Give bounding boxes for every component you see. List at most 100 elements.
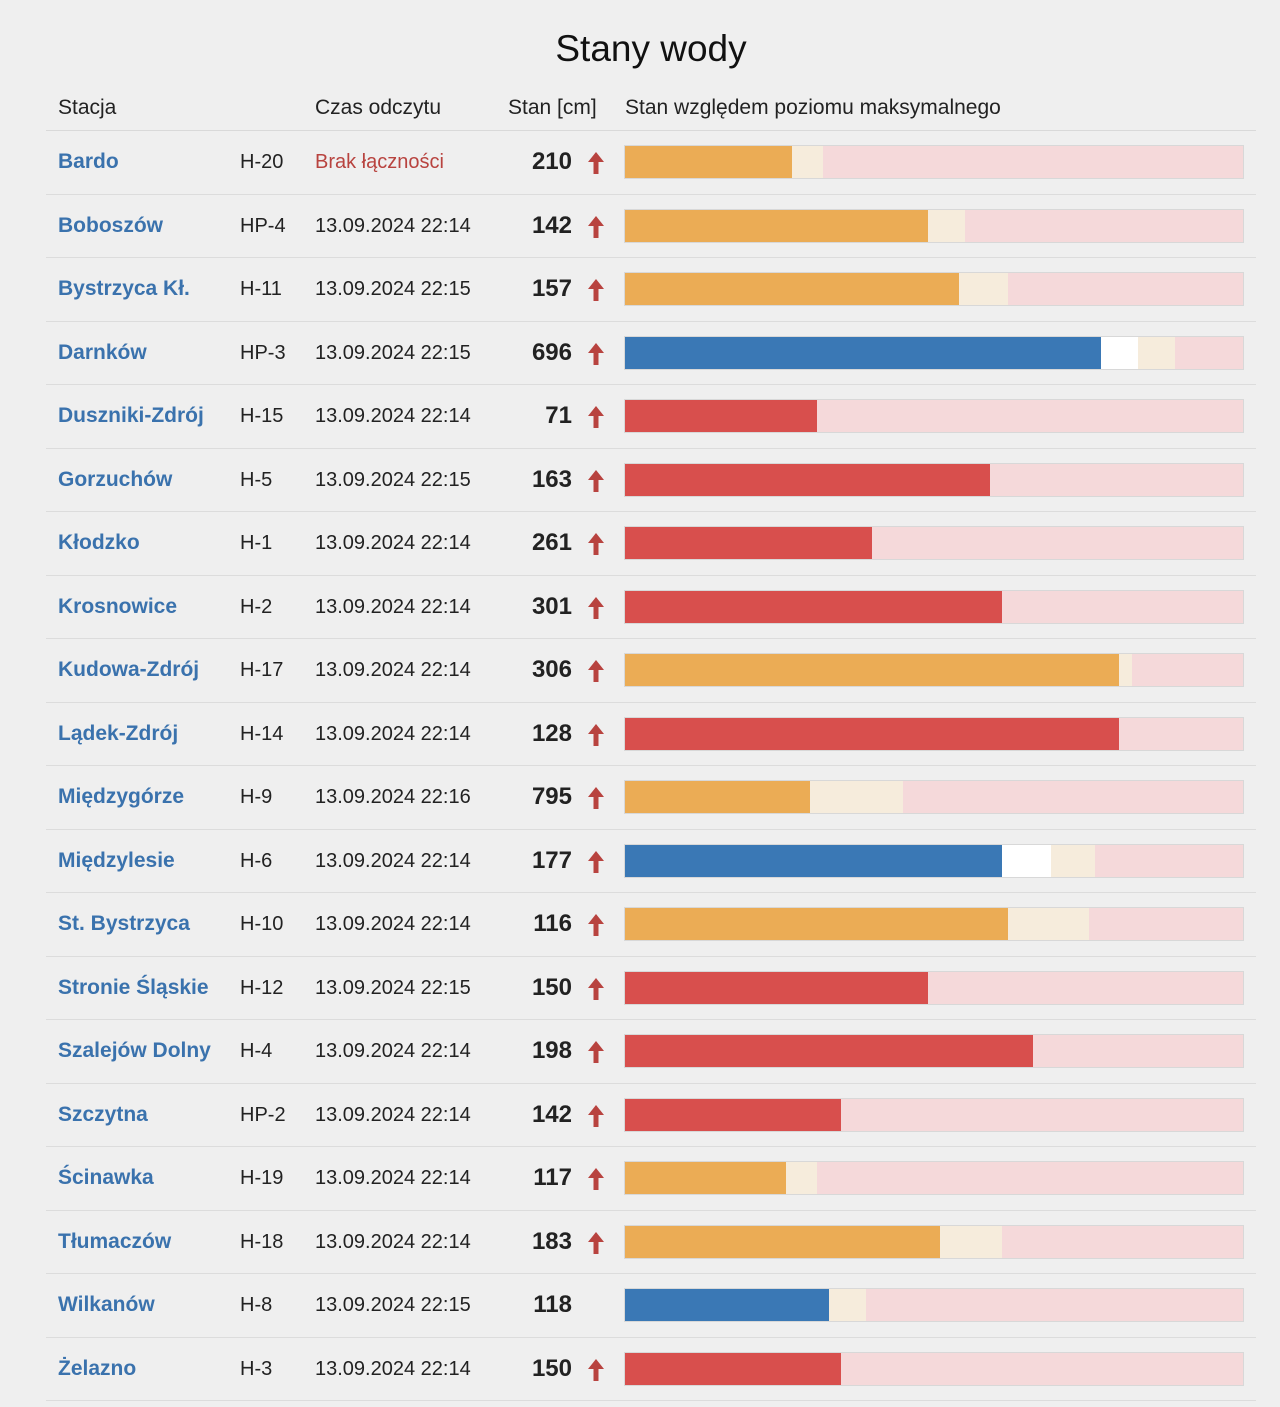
station-code: H-14	[240, 722, 284, 745]
station-link[interactable]: Międzygórze	[58, 785, 185, 808]
station-code: H-9	[240, 786, 273, 808]
header-bar: Stan względem poziomu maksymalnego	[625, 96, 1001, 119]
station-link[interactable]: Szczytna	[58, 1102, 148, 1126]
station-code: H-6	[240, 849, 273, 872]
level-bar-fill	[625, 971, 928, 1004]
rising-arrow-icon	[588, 723, 604, 746]
rising-arrow-icon	[588, 850, 604, 873]
level-bar	[624, 1161, 1244, 1195]
level-bar	[624, 1224, 1244, 1259]
rising-arrow-icon	[588, 152, 604, 174]
level-bar-fill	[625, 1162, 786, 1194]
reading-time: 13.09.2024 22:14	[315, 1357, 471, 1380]
level-bar-fill	[625, 908, 1009, 940]
station-link[interactable]: Wilkanów	[58, 1293, 155, 1316]
rising-arrow-icon	[588, 596, 604, 619]
station-link[interactable]: Lądek-Zdrój	[58, 721, 179, 745]
rising-arrow-icon	[588, 279, 604, 301]
water-levels-table: Stacja Czas odczytu Stan [cm] Stan wzglę…	[46, 84, 1256, 1401]
water-level-value: 116	[533, 910, 572, 937]
station-code: H-4	[240, 1040, 273, 1062]
rising-arrow-icon	[588, 342, 604, 365]
station-link[interactable]: Gorzuchów	[58, 467, 173, 491]
table-row: Krosnowice H-2 13.09.2024 22:14 301	[46, 576, 1256, 639]
station-link[interactable]: Tłumaczów	[58, 1229, 172, 1253]
rising-arrow-icon	[588, 977, 604, 1000]
table-row: Międzylesie H-6 13.09.2024 22:14 177	[46, 830, 1256, 893]
table-row: Szalejów Dolny H-4 13.09.2024 22:14 198	[46, 1020, 1256, 1084]
station-code: H-8	[240, 1294, 273, 1316]
station-link[interactable]: St. Bystrzyca	[58, 912, 190, 935]
station-link[interactable]: Kłodzko	[58, 531, 140, 554]
level-bar	[624, 843, 1244, 878]
station-link[interactable]: Kudowa-Zdrój	[58, 658, 200, 681]
level-bar-fill	[625, 590, 1002, 623]
water-level-value: 301	[531, 592, 572, 620]
station-code: HP-3	[240, 341, 286, 364]
level-bar	[624, 399, 1244, 433]
water-level-value: 157	[531, 275, 572, 302]
water-level-value: 177	[531, 846, 572, 874]
level-bar-fill	[625, 146, 792, 178]
water-level-value: 306	[531, 656, 572, 683]
rising-arrow-icon	[588, 533, 604, 555]
rising-arrow-icon	[588, 406, 604, 428]
station-code: H-5	[240, 468, 273, 491]
water-level-value: 118	[533, 1291, 572, 1318]
reading-time: 13.09.2024 22:14	[315, 405, 471, 427]
station-link[interactable]: Krosnowice	[58, 594, 178, 618]
level-bar-fill	[625, 1289, 829, 1321]
station-link[interactable]: Boboszów	[58, 213, 163, 237]
level-bar	[624, 208, 1244, 243]
rising-arrow-icon	[588, 1231, 604, 1254]
station-link[interactable]: Bystrzyca Kł.	[58, 277, 190, 300]
reading-time: 13.09.2024 22:15	[315, 468, 471, 491]
station-code: H-18	[240, 1230, 284, 1253]
level-bar	[624, 653, 1244, 687]
header-level: Stan [cm]	[508, 96, 597, 119]
reading-time: 13.09.2024 22:14	[315, 532, 471, 554]
reading-time: 13.09.2024 22:15	[315, 341, 471, 364]
level-bar-fill	[625, 781, 811, 813]
table-row: Bardo H-20 Brak łączności 210	[46, 131, 1256, 195]
reading-time: 13.09.2024 22:14	[315, 1103, 471, 1126]
level-bar-fill	[625, 209, 928, 242]
water-level-value: 261	[531, 529, 572, 556]
station-link[interactable]: Ścinawka	[58, 1166, 154, 1189]
level-bar-fill	[625, 844, 1002, 877]
level-bar	[624, 1351, 1244, 1386]
reading-time: 13.09.2024 22:14	[315, 214, 471, 237]
station-code: H-2	[240, 595, 273, 618]
table-row: Gorzuchów H-5 13.09.2024 22:15 163	[46, 449, 1256, 512]
level-bar-fill	[625, 527, 873, 559]
level-bar-fill	[625, 463, 990, 496]
level-bar-fill	[625, 1098, 842, 1131]
connection-error-text: Brak łączności	[315, 151, 444, 173]
header-station: Stacja	[58, 96, 117, 119]
station-link[interactable]: Międzylesie	[58, 848, 175, 872]
level-bar	[624, 335, 1244, 370]
station-link[interactable]: Bardo	[58, 150, 119, 173]
rising-arrow-icon	[588, 1041, 604, 1063]
level-bar-fill	[625, 1225, 941, 1258]
station-link[interactable]: Żelazno	[58, 1356, 137, 1380]
level-bar-fill	[625, 273, 959, 305]
water-level-value: 795	[531, 783, 572, 810]
reading-time: 13.09.2024 22:15	[315, 1294, 471, 1316]
table-row: Kudowa-Zdrój H-17 13.09.2024 22:14 306	[46, 639, 1256, 703]
table-row: St. Bystrzyca H-10 13.09.2024 22:14 116	[46, 893, 1256, 957]
level-bar	[624, 970, 1244, 1005]
table-row: Szczytna HP-2 13.09.2024 22:14 142	[46, 1084, 1256, 1147]
station-code: H-15	[240, 405, 284, 427]
page-title: Stany wody	[555, 28, 747, 69]
station-link[interactable]: Szalejów Dolny	[58, 1039, 211, 1062]
level-bar	[624, 589, 1244, 624]
station-link[interactable]: Duszniki-Zdrój	[58, 404, 204, 427]
reading-time: 13.09.2024 22:14	[315, 595, 471, 618]
station-link[interactable]: Darnków	[58, 340, 147, 364]
level-bar-fill	[625, 717, 1120, 750]
station-link[interactable]: Stronie Śląskie	[58, 975, 209, 999]
table-row: Ścinawka H-19 13.09.2024 22:14 117	[46, 1147, 1256, 1211]
table-row: Stronie Śląskie H-12 13.09.2024 22:15 150	[46, 957, 1256, 1020]
rising-arrow-icon	[588, 1168, 604, 1190]
